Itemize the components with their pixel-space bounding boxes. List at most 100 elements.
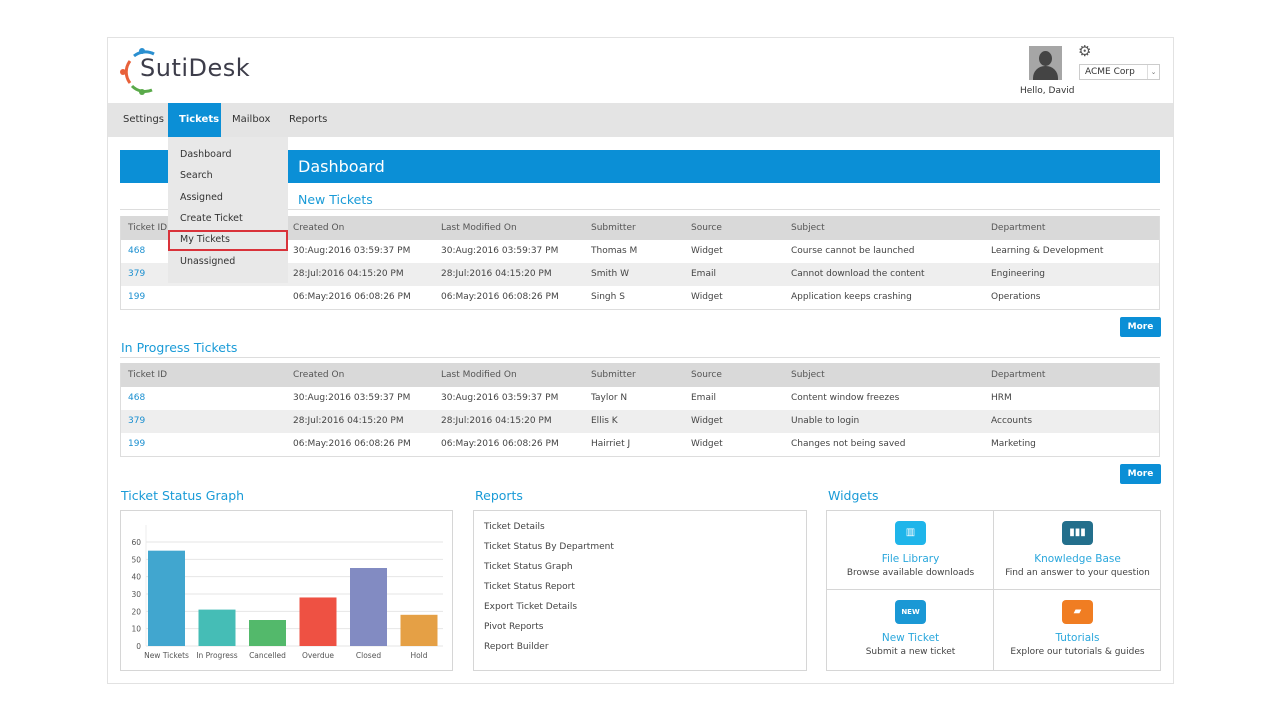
column-header[interactable]: Last Modified On [441,370,517,380]
table-cell: Hairriet J [591,439,631,449]
widget-file-library[interactable]: ▥ File Library Browse available downloads [827,511,994,590]
divider [120,209,1160,210]
widget-title: Knowledge Base [1034,553,1121,565]
ticket-id-link[interactable]: 379 [128,269,146,279]
column-header[interactable]: Source [691,370,722,380]
widgets-grid: ▥ File Library Browse available downloads ▮… [826,510,1161,671]
in-progress-more-button[interactable]: More [1120,464,1161,484]
menu-item-dashboard[interactable]: Dashboard [180,149,232,160]
report-link[interactable]: Pivot Reports [484,622,544,632]
greeting: Hello, David [1020,86,1075,96]
column-header[interactable]: Subject [791,223,825,233]
divider [120,357,1160,358]
widget-knowledge-base[interactable]: ▮▮▮ Knowledge Base Find an answer to your … [994,511,1161,590]
column-header[interactable]: Last Modified On [441,223,517,233]
y-tick-label: 60 [131,538,141,547]
report-link[interactable]: Ticket Status Report [484,582,575,592]
report-link[interactable]: Ticket Details [484,522,545,532]
new-tickets-more-button[interactable]: More [1120,317,1161,337]
report-link[interactable]: Report Builder [484,642,549,652]
table-cell: 30:Aug:2016 03:59:37 PM [293,393,411,403]
bar-closed[interactable] [350,568,387,646]
menu-item-assigned[interactable]: Assigned [180,192,223,203]
table-row[interactable]: 379 28:Jul:2016 04:15:20 PM 28:Jul:2016 04… [121,263,1159,286]
column-header[interactable]: Ticket ID [128,223,168,233]
column-header[interactable]: Source [691,223,722,233]
column-header[interactable]: Subject [791,370,825,380]
column-header[interactable]: Created On [293,370,345,380]
column-header[interactable]: Department [991,370,1046,380]
table-row[interactable]: 468 30:Aug:2016 03:59:37 PM 30:Aug:2016 03… [121,240,1159,263]
table-cell: Widget [691,416,723,426]
sutidesk-logo[interactable]: SutiDesk [120,46,250,96]
menu-item-my-tickets[interactable]: My Tickets [180,234,230,245]
table-row[interactable]: 379 28:Jul:2016 04:15:20 PM 28:Jul:2016 04… [121,410,1159,433]
nav-mailbox[interactable]: Mailbox [232,114,271,125]
widgets-title: Widgets [828,488,879,503]
widget-new-ticket[interactable]: NEW New Ticket Submit a new ticket [827,590,994,669]
reports-title: Reports [475,488,523,503]
table-cell: 30:Aug:2016 03:59:37 PM [441,393,559,403]
table-header: Ticket ID Created On Last Modified On Submi… [121,216,1159,240]
table-cell: Singh S [591,292,625,302]
table-row[interactable]: 199 06:May:2016 06:08:26 PM 06:May:2016 06… [121,433,1159,456]
widget-title: New Ticket [881,632,940,644]
table-cell: 30:Aug:2016 03:59:37 PM [441,246,559,256]
company-select[interactable]: ACME Corp ⌄ [1079,64,1160,80]
x-tick-label: Overdue [302,651,334,660]
table-cell: Widget [691,246,723,256]
report-link[interactable]: Export Ticket Details [484,602,578,612]
widget-tutorials[interactable]: ▰ Tutorials Explore our tutorials & guides [994,590,1161,669]
reports-list: Ticket Details Ticket Status By Departmen… [473,510,807,671]
table-cell: Engineering [991,269,1045,279]
bar-cancelled[interactable] [249,620,286,646]
menu-item-unassigned[interactable]: Unassigned [180,256,236,267]
bar-in-progress[interactable] [198,609,236,646]
y-tick-label: 40 [131,573,141,582]
chevron-down-icon: ⌄ [1147,65,1159,79]
y-tick-label: 50 [131,555,141,564]
tickets-dropdown-menu: Dashboard Search Assigned Create Ticket … [168,137,288,283]
nav-tickets[interactable]: Tickets [168,103,221,137]
table-row[interactable]: 199 06:May:2016 06:08:26 PM 06:May:2016 06… [121,286,1159,309]
widget-description: Explore our tutorials & guides [1010,647,1145,657]
x-tick-label: Hold [410,651,427,660]
ticket-id-link[interactable]: 468 [128,393,146,403]
nav-settings[interactable]: Settings [123,114,165,125]
bar-overdue[interactable] [299,597,337,646]
widget-description: Find an answer to your question [1005,568,1150,578]
column-header[interactable]: Created On [293,223,345,233]
page-frame [107,37,1174,684]
column-header[interactable]: Ticket ID [128,370,168,380]
bar-new-tickets[interactable] [148,550,185,646]
bar-hold[interactable] [400,614,438,646]
table-cell: 06:May:2016 06:08:26 PM [293,439,411,449]
column-header[interactable]: Submitter [591,370,636,380]
table-cell: Thomas M [591,246,638,256]
table-cell: Unable to login [791,416,860,426]
ticket-icon: NEW [895,600,926,624]
user-avatar[interactable] [1029,46,1062,80]
x-tick-label: Cancelled [249,651,286,660]
gear-icon[interactable]: ⚙ [1078,42,1092,60]
ticket-id-link[interactable]: 379 [128,416,146,426]
table-row[interactable]: 468 30:Aug:2016 03:59:37 PM 30:Aug:2016 03… [121,387,1159,410]
report-link[interactable]: Ticket Status Graph [484,562,573,572]
nav-reports[interactable]: Reports [289,114,328,125]
report-link[interactable]: Ticket Status By Department [484,542,614,552]
ticket-id-link[interactable]: 199 [128,439,146,449]
column-header[interactable]: Submitter [591,223,636,233]
menu-item-create-ticket[interactable]: Create Ticket [180,213,243,224]
in-progress-title: In Progress Tickets [121,340,238,355]
ticket-id-link[interactable]: 468 [128,246,146,256]
table-cell: Changes not being saved [791,439,906,449]
table-cell: 06:May:2016 06:08:26 PM [293,292,411,302]
y-tick-label: 10 [131,625,141,634]
x-tick-label: New Tickets [144,651,189,660]
book-icon: ▰ [1062,600,1093,624]
menu-item-search[interactable]: Search [180,170,213,181]
logo-text: SutiDesk [140,54,251,82]
table-cell: Marketing [991,439,1036,449]
ticket-id-link[interactable]: 199 [128,292,146,302]
column-header[interactable]: Department [991,223,1046,233]
